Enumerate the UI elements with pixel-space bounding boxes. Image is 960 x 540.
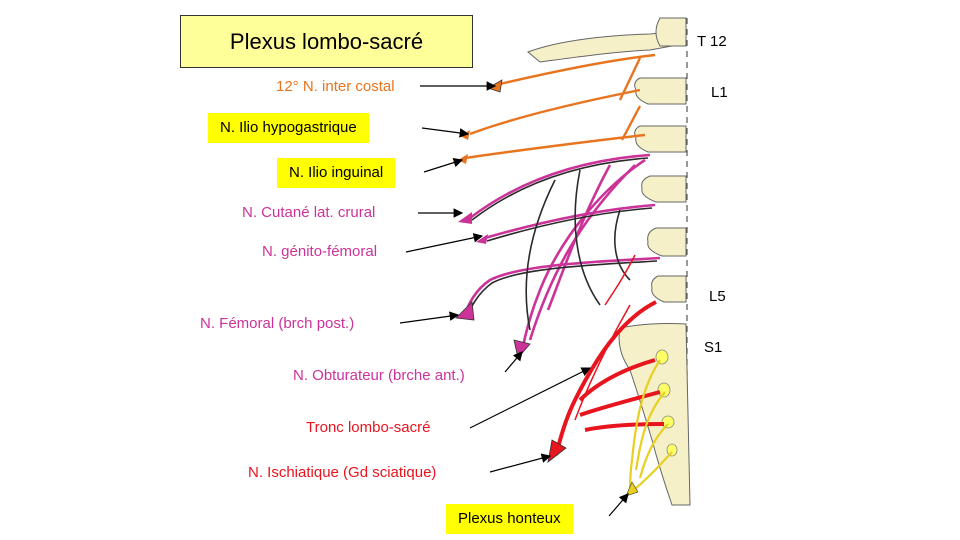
label-l1: L1	[711, 84, 728, 101]
title-box: Plexus lombo-sacré	[180, 15, 473, 68]
ilio-ing-tip	[458, 154, 468, 164]
femoral-tip	[455, 301, 475, 321]
label-tronc: Tronc lombo-sacré	[306, 419, 431, 436]
vertebrae	[618, 17, 691, 506]
label-femoral: N. Fémoral (brch post.)	[200, 315, 355, 332]
ilio-inguinal-nerve	[464, 133, 646, 160]
ilio-hypo-tip	[460, 130, 470, 140]
honteux-tip	[625, 481, 639, 497]
label-t12: T 12	[697, 33, 727, 50]
label-ilio-inguinal: N. Ilio inguinal	[277, 158, 396, 188]
vertebra-l1	[634, 77, 687, 105]
cutane-nerve	[469, 153, 651, 220]
label-ischiatique: N. Ischiatique (Gd sciatique)	[248, 464, 437, 481]
tronc-lombo-sacre	[554, 300, 657, 456]
genito-femoral-nerve	[484, 203, 656, 240]
vertebra-l3	[641, 175, 687, 203]
cutane-tip	[458, 212, 472, 224]
rib-12	[527, 31, 673, 63]
dark-nerve-outlines	[466, 157, 658, 331]
vertebra-l4	[647, 227, 687, 257]
label-l5: L5	[709, 288, 726, 305]
label-s1: S1	[704, 339, 723, 356]
obturateur-nerve	[520, 158, 646, 353]
femoral-nerve	[463, 256, 661, 316]
obturateur-tip	[513, 339, 531, 359]
label-honteux: Plexus honteux	[446, 504, 573, 534]
yellow-nerves	[628, 359, 673, 491]
intercostal-nerve	[499, 53, 656, 86]
label-ilio-hypogastrique: N. Ilio hypogastrique	[208, 113, 369, 143]
magenta-nerves	[463, 153, 661, 353]
red-nerves	[554, 300, 665, 456]
leader-lines	[399, 81, 629, 517]
vertebra-l5	[651, 275, 687, 303]
ilio-hypogastrique-nerve	[469, 88, 641, 136]
orange-nerves	[464, 53, 656, 160]
vertebra-l2	[634, 125, 687, 153]
label-cutane: N. Cutané lat. crural	[242, 204, 376, 221]
label-genito-femoral: N. génito-fémoral	[262, 243, 378, 260]
label-obturateur: N. Obturateur (brche ant.)	[293, 367, 465, 384]
red-thin-nerves	[574, 254, 636, 421]
vertebra-t12	[655, 17, 687, 47]
label-intercostal: 12° N. inter costal	[276, 78, 395, 95]
ischiatique-tip	[547, 439, 567, 463]
genito-tip	[476, 234, 488, 244]
